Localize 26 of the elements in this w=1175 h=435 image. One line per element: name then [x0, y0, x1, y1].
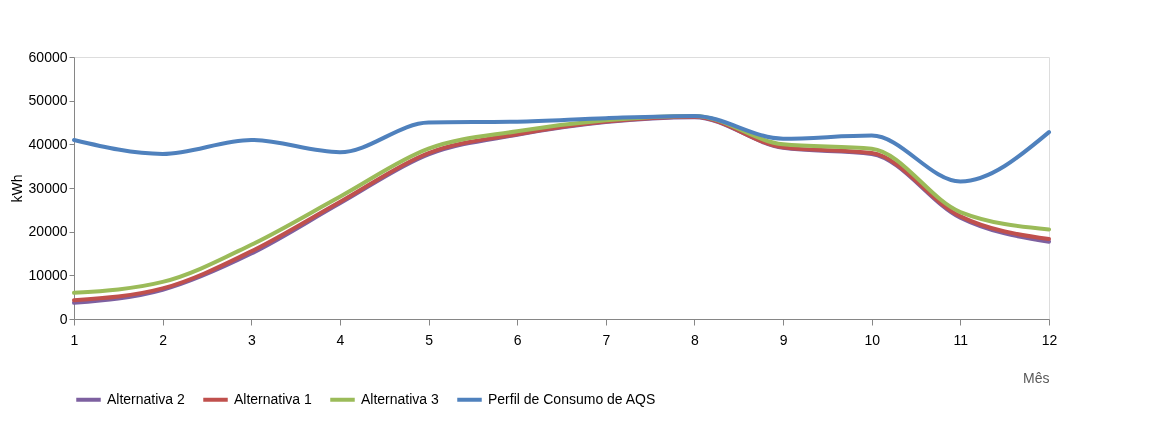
y-tick-label: 40000: [28, 135, 68, 152]
y-axis-title: kWh: [8, 174, 25, 203]
y-tick-label: 20000: [28, 223, 68, 240]
y-tick-label: 0: [59, 310, 68, 327]
x-tick-label: 6: [513, 331, 522, 348]
legend-label: Alternativa 1: [234, 390, 313, 407]
y-tick-label: 10000: [28, 266, 68, 283]
y-tick-label: 60000: [28, 48, 68, 65]
x-axis-title: Mês: [1023, 369, 1050, 386]
y-tick-label: 30000: [28, 179, 68, 196]
x-tick-label: 7: [602, 331, 611, 348]
legend-label: Alternativa 3: [361, 390, 440, 407]
x-tick-label: 8: [691, 331, 700, 348]
x-tick-label: 2: [159, 331, 168, 348]
x-tick-label: 9: [779, 331, 788, 348]
x-tick-label: 1: [70, 331, 79, 348]
x-tick-label: 12: [1041, 331, 1058, 348]
x-tick-label: 5: [425, 331, 434, 348]
x-tick-label: 11: [953, 331, 969, 348]
legend-label: Alternativa 2: [107, 390, 186, 407]
y-tick-label: 50000: [28, 92, 68, 109]
legend-label: Perfil de Consumo de AQS: [488, 390, 656, 407]
x-tick-label: 3: [247, 331, 256, 348]
x-tick-label: 4: [336, 331, 345, 348]
line-series: [72, 113, 1051, 184]
x-tick-label: 10: [864, 331, 881, 348]
